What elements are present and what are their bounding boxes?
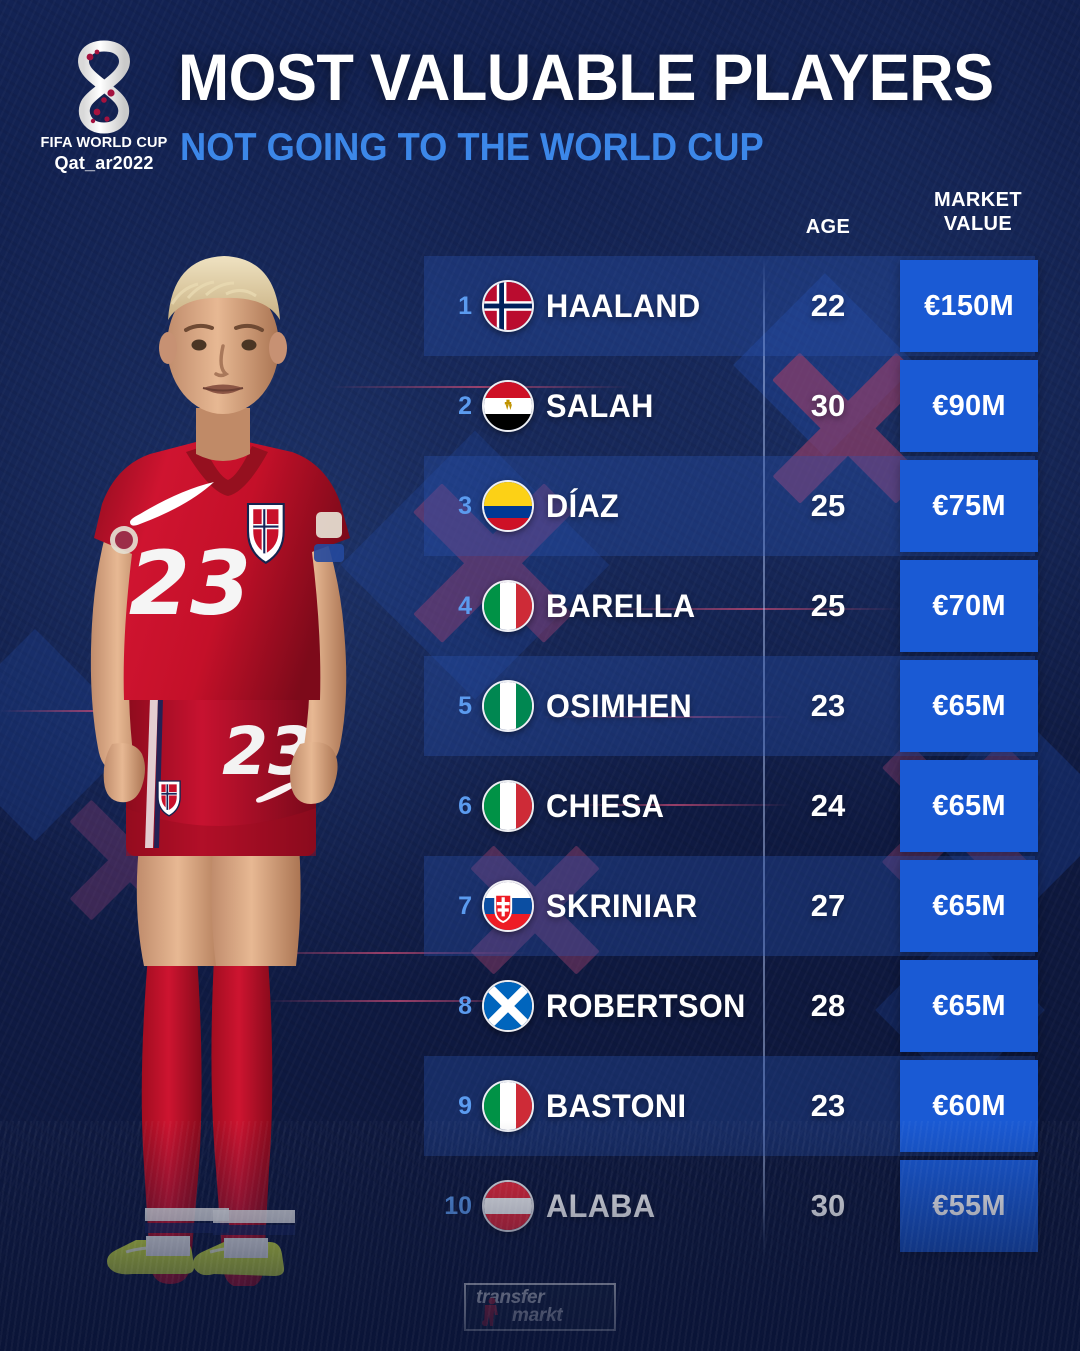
row-market-value: €55M xyxy=(900,1160,1038,1252)
row-market-value: €75M xyxy=(900,460,1038,552)
row-player-name: OSIMHEN xyxy=(546,687,693,724)
table-row[interactable]: 7 SKRINIAR 27 €65M xyxy=(0,856,1080,956)
row-age: 23 xyxy=(810,1088,846,1123)
row-age: 28 xyxy=(810,988,846,1023)
row-rank: 6 xyxy=(458,791,472,820)
colombia-flag-icon xyxy=(482,480,534,532)
column-header-market-value-line1: MARKET xyxy=(934,189,1022,211)
transfermarkt-logo: transfer markt xyxy=(464,1283,616,1331)
slovakia-flag-icon xyxy=(482,880,534,932)
column-header-market-value-line2: VALUE xyxy=(943,213,1013,236)
row-player-name: ALABA xyxy=(546,1187,656,1224)
row-player-name: ROBERTSON xyxy=(546,987,746,1024)
fifa-logo-line2: Qat_ar2022 xyxy=(54,153,154,173)
qatar-2022-emblem-icon xyxy=(67,40,141,136)
column-divider xyxy=(763,258,765,1258)
table-row[interactable]: 6 CHIESA 24 €65M xyxy=(0,756,1080,856)
fifa-logo-line1: FIFA WORLD CUP xyxy=(40,135,168,151)
row-player-name: BASTONI xyxy=(546,1087,687,1124)
row-rank: 1 xyxy=(458,291,472,320)
row-rank: 3 xyxy=(458,491,472,520)
column-header-market-value: MARKET VALUE xyxy=(898,188,1058,237)
row-player-name: DÍAZ xyxy=(546,487,620,524)
column-header-age: AGE xyxy=(805,216,851,238)
page-title: MOST VALUABLE PLAYERS xyxy=(178,40,994,114)
row-player-name: HAALAND xyxy=(546,287,701,324)
row-age: 23 xyxy=(810,688,846,723)
table-row[interactable]: 2 SALAH 30 €90M xyxy=(0,356,1080,456)
row-player-name: CHIESA xyxy=(546,787,665,824)
table-row[interactable]: 4 BARELLA 25 €70M xyxy=(0,556,1080,656)
page-subtitle: NOT GOING TO THE WORLD CUP xyxy=(180,126,764,169)
scotland-flag-icon xyxy=(482,980,534,1032)
row-rank: 8 xyxy=(458,991,472,1020)
players-table: 1 HAALAND 22 €150M 2 SALAH 30 €90M 3 DÍAZ 25 €75… xyxy=(0,256,1080,1256)
row-market-value: €65M xyxy=(900,760,1038,852)
row-market-value: €65M xyxy=(900,860,1038,952)
nigeria-flag-icon xyxy=(482,680,534,732)
row-age: 27 xyxy=(810,888,846,923)
fifa-world-cup-qatar-2022-logo: FIFA WORLD CUP Qat_ar2022 xyxy=(36,38,172,173)
row-rank: 2 xyxy=(458,391,472,420)
table-row[interactable]: 8 ROBERTSON 28 €65M xyxy=(0,956,1080,1056)
norway-flag-icon xyxy=(482,280,534,332)
italy-flag-icon xyxy=(482,1080,534,1132)
row-rank: 5 xyxy=(458,691,472,720)
table-row[interactable]: 9 BASTONI 23 €60M xyxy=(0,1056,1080,1156)
row-player-name: BARELLA xyxy=(546,587,696,624)
table-row[interactable]: 1 HAALAND 22 €150M xyxy=(0,256,1080,356)
italy-flag-icon xyxy=(482,580,534,632)
row-rank: 9 xyxy=(458,1091,472,1120)
austria-flag-icon xyxy=(482,1180,534,1232)
row-age: 30 xyxy=(810,1188,846,1223)
row-market-value: €65M xyxy=(900,960,1038,1052)
svg-text:23: 23 xyxy=(129,532,251,635)
table-row[interactable]: 3 DÍAZ 25 €75M xyxy=(0,456,1080,556)
row-rank: 7 xyxy=(458,891,472,920)
row-player-name: SALAH xyxy=(546,387,654,424)
row-age: 24 xyxy=(810,788,846,823)
row-market-value: €70M xyxy=(900,560,1038,652)
transfermarkt-player-icon xyxy=(482,1297,498,1326)
table-row[interactable]: 10 ALABA 30 €55M xyxy=(0,1156,1080,1256)
row-age: 22 xyxy=(810,288,846,323)
egypt-flag-icon xyxy=(482,380,534,432)
row-age: 30 xyxy=(810,388,846,423)
row-age: 25 xyxy=(810,588,846,623)
row-age: 25 xyxy=(810,488,846,523)
row-market-value: €150M xyxy=(900,260,1038,352)
row-player-name: SKRINIAR xyxy=(546,887,698,924)
row-market-value: €90M xyxy=(900,360,1038,452)
table-row[interactable]: 5 OSIMHEN 23 €65M xyxy=(0,656,1080,756)
italy-flag-icon xyxy=(482,780,534,832)
row-rank: 4 xyxy=(458,591,472,620)
row-market-value: €60M xyxy=(900,1060,1038,1152)
row-market-value: €65M xyxy=(900,660,1038,752)
row-rank: 10 xyxy=(444,1191,472,1220)
